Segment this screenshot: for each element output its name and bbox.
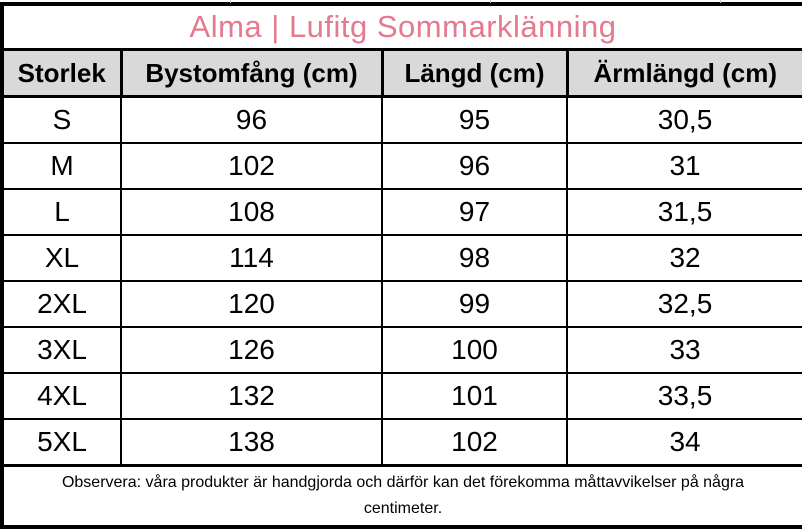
- table-row-s: S 96 95 30,5: [1, 95, 802, 144]
- length-cell: 99: [381, 280, 568, 328]
- gridline-tick: [490, 0, 491, 3]
- bust-cell: 138: [120, 418, 383, 467]
- bust-cell: 132: [120, 372, 383, 420]
- size-cell: XL: [1, 234, 122, 282]
- title-row: Alma | Lufitg Sommarklänning: [2, 4, 802, 51]
- table-row-2xl: 2XL 120 99 32,5: [1, 280, 802, 328]
- sleeve-cell: 33,5: [565, 372, 802, 420]
- length-cell: 100: [381, 326, 568, 374]
- header-row: Storlek Bystomfång (cm) Längd (cm) Ärmlä…: [0, 48, 802, 98]
- size-cell: 2XL: [1, 280, 122, 328]
- bust-cell: 126: [120, 326, 383, 374]
- length-cell: 102: [381, 418, 568, 467]
- size-cell: S: [1, 95, 122, 144]
- bust-cell: 114: [120, 234, 383, 282]
- table-row-l: L 108 97 31,5: [1, 188, 802, 236]
- length-cell: 95: [381, 95, 568, 144]
- length-cell: 96: [381, 142, 568, 190]
- disclaimer-note: Observera: våra produkter är handgjorda …: [2, 464, 802, 527]
- product-title-text: Alma | Lufitg Sommarklänning: [189, 9, 617, 44]
- column-header-bystomfang: Bystomfång (cm): [119, 48, 384, 98]
- sleeve-cell: 32: [565, 234, 802, 282]
- sleeve-cell: 31: [565, 142, 802, 190]
- bust-cell: 120: [120, 280, 383, 328]
- table-row-m: M 102 96 31: [1, 142, 802, 190]
- sleeve-cell: 30,5: [565, 95, 802, 144]
- size-cell: 3XL: [1, 326, 122, 374]
- gridline-tick: [720, 0, 721, 3]
- size-cell: 5XL: [1, 418, 122, 467]
- sleeve-cell: 33: [565, 326, 802, 374]
- product-title: Alma | Lufitg Sommarklänning: [2, 4, 802, 51]
- bust-cell: 108: [120, 188, 383, 236]
- sleeve-cell: 32,5: [565, 280, 802, 328]
- table-row-3xl: 3XL 126 100 33: [1, 326, 802, 374]
- column-header-langd: Längd (cm): [380, 48, 569, 98]
- sleeve-cell: 31,5: [565, 188, 802, 236]
- length-cell: 101: [381, 372, 568, 420]
- table-row-5xl: 5XL 138 102 34: [1, 418, 802, 467]
- size-cell: 4XL: [1, 372, 122, 420]
- bust-cell: 96: [120, 95, 383, 144]
- gridline-tick: [230, 0, 231, 3]
- length-cell: 97: [381, 188, 568, 236]
- disclaimer-note-text: Observera: våra produkter är handgjorda …: [61, 474, 745, 517]
- size-cell: M: [1, 142, 122, 190]
- sleeve-cell: 34: [565, 418, 802, 467]
- bust-cell: 102: [120, 142, 383, 190]
- footer-row: Observera: våra produkter är handgjorda …: [2, 464, 802, 527]
- size-cell: L: [1, 188, 122, 236]
- length-cell: 98: [381, 234, 568, 282]
- column-header-storlek: Storlek: [0, 48, 123, 98]
- column-header-armlangd: Ärmlängd (cm): [565, 48, 802, 98]
- table-row-4xl: 4XL 132 101 33,5: [1, 372, 802, 420]
- table-row-xl: XL 114 98 32: [1, 234, 802, 282]
